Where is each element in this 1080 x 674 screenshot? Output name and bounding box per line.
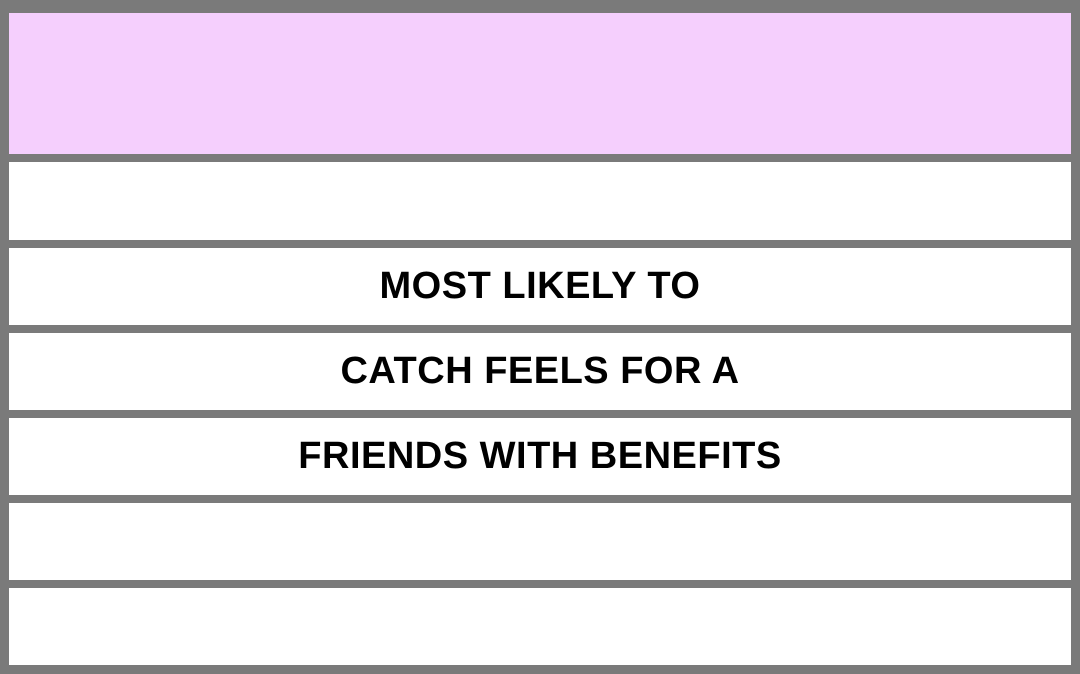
row-3-text: CATCH FEELS FOR A <box>340 350 740 392</box>
row-3: CATCH FEELS FOR A <box>9 333 1071 410</box>
row-4-text: FRIENDS WITH BENEFITS <box>298 435 782 477</box>
row-1 <box>9 162 1071 240</box>
row-5 <box>9 503 1071 580</box>
row-6 <box>9 588 1071 665</box>
row-4: FRIENDS WITH BENEFITS <box>9 418 1071 495</box>
header-band <box>9 13 1071 154</box>
row-2: MOST LIKELY TO <box>9 248 1071 325</box>
row-2-text: MOST LIKELY TO <box>379 265 701 307</box>
